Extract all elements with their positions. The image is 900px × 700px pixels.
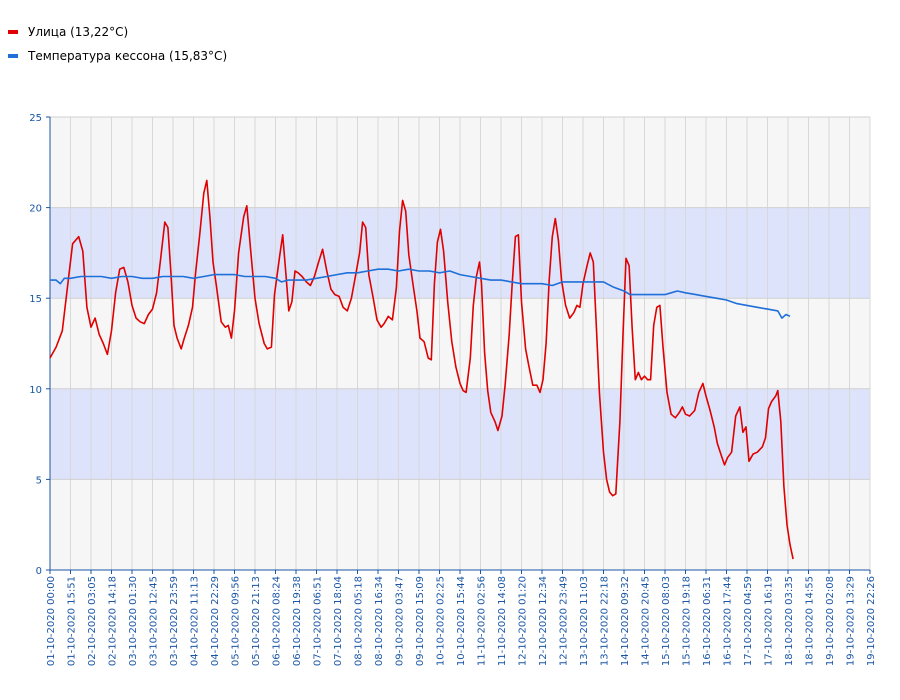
x-tick-label: 03-10-2020 23:59 [169, 576, 180, 666]
series-line-outside [49, 179, 794, 560]
x-tick-label: 05-10-2020 21:13 [251, 576, 262, 666]
x-tick-label: 08-10-2020 16:34 [374, 576, 385, 666]
y-tick-label: 5 [36, 475, 42, 486]
x-tick-label: 14-10-2020 20:45 [641, 576, 652, 666]
x-tick-label: 14-10-2020 09:32 [620, 576, 631, 666]
legend-label-caisson: Температура кессона (15,83°C) [28, 49, 228, 63]
x-tick-label: 07-10-2020 06:51 [313, 576, 324, 666]
x-tick-label: 04-10-2020 11:13 [190, 576, 201, 666]
x-tick-label: 07-10-2020 18:04 [333, 576, 344, 666]
x-tick-label: 17-10-2020 04:59 [743, 576, 754, 666]
x-tick-label: 02-10-2020 14:18 [108, 576, 119, 666]
x-tick-label: 15-10-2020 19:18 [682, 576, 693, 666]
x-tick-label: 16-10-2020 17:44 [723, 576, 734, 666]
x-tick-label: 11-10-2020 14:08 [497, 576, 508, 666]
x-tick-label: 17-10-2020 16:19 [764, 576, 775, 666]
series-line-caisson [50, 268, 791, 319]
x-tick-label: 19-10-2020 22:26 [866, 576, 877, 666]
y-tick-label: 15 [29, 294, 42, 305]
x-tick-label: 05-10-2020 09:56 [231, 576, 242, 666]
x-tick-label: 10-10-2020 02:25 [436, 576, 447, 666]
x-tick-label: 08-10-2020 05:18 [354, 576, 365, 666]
x-tick-label: 19-10-2020 13:29 [846, 576, 857, 666]
y-tick-label: 25 [29, 113, 42, 124]
legend-swatch-outside [8, 30, 18, 34]
vertical-gridlines [49, 117, 871, 570]
x-tick-label: 06-10-2020 19:38 [292, 576, 303, 666]
x-tick-label: 10-10-2020 15:44 [456, 576, 467, 666]
x-tick-label: 11-10-2020 02:56 [477, 576, 488, 666]
legend-item-caisson: Температура кессона (15,83°C) [8, 44, 227, 68]
x-tick-label: 13-10-2020 11:03 [579, 576, 590, 666]
y-tick-label: 20 [29, 204, 42, 215]
x-tick-label: 16-10-2020 06:31 [702, 576, 713, 666]
legend-label-outside: Улица (13,22°C) [28, 25, 129, 39]
legend: Улица (13,22°C) Температура кессона (15,… [8, 20, 227, 68]
x-tick-label: 13-10-2020 22:18 [600, 576, 611, 666]
legend-swatch-caisson [8, 54, 18, 58]
x-tick-label: 01-10-2020 15:51 [67, 576, 78, 666]
x-tick-label: 02-10-2020 03:05 [87, 576, 98, 666]
series-lines [49, 179, 794, 560]
x-tick-label: 01-10-2020 00:00 [46, 576, 57, 666]
x-tick-label: 03-10-2020 01:30 [128, 576, 139, 666]
x-tick-label: 03-10-2020 12:45 [149, 576, 160, 666]
x-tick-label: 12-10-2020 01:20 [518, 576, 529, 666]
x-tick-label: 15-10-2020 08:03 [661, 576, 672, 666]
y-tick-label: 0 [36, 566, 42, 577]
y-axis-ticks: 0 5 10 15 20 25 [29, 113, 50, 577]
x-tick-label: 18-10-2020 03:35 [784, 576, 795, 666]
legend-item-outside: Улица (13,22°C) [8, 20, 227, 44]
x-tick-label: 09-10-2020 03:47 [395, 576, 406, 666]
y-tick-label: 10 [29, 385, 42, 396]
x-tick-label: 04-10-2020 22:29 [210, 576, 221, 666]
x-tick-label: 12-10-2020 12:34 [538, 576, 549, 666]
x-tick-label: 19-10-2020 02:08 [825, 576, 836, 666]
x-tick-label: 18-10-2020 14:55 [805, 576, 816, 666]
x-tick-label: 06-10-2020 08:24 [272, 576, 283, 666]
x-tick-label: 12-10-2020 23:49 [559, 576, 570, 666]
x-tick-label: 09-10-2020 15:09 [415, 576, 426, 666]
x-axis-ticks: 01-10-2020 00:00 01-10-2020 15:51 02-10-20… [46, 570, 877, 666]
